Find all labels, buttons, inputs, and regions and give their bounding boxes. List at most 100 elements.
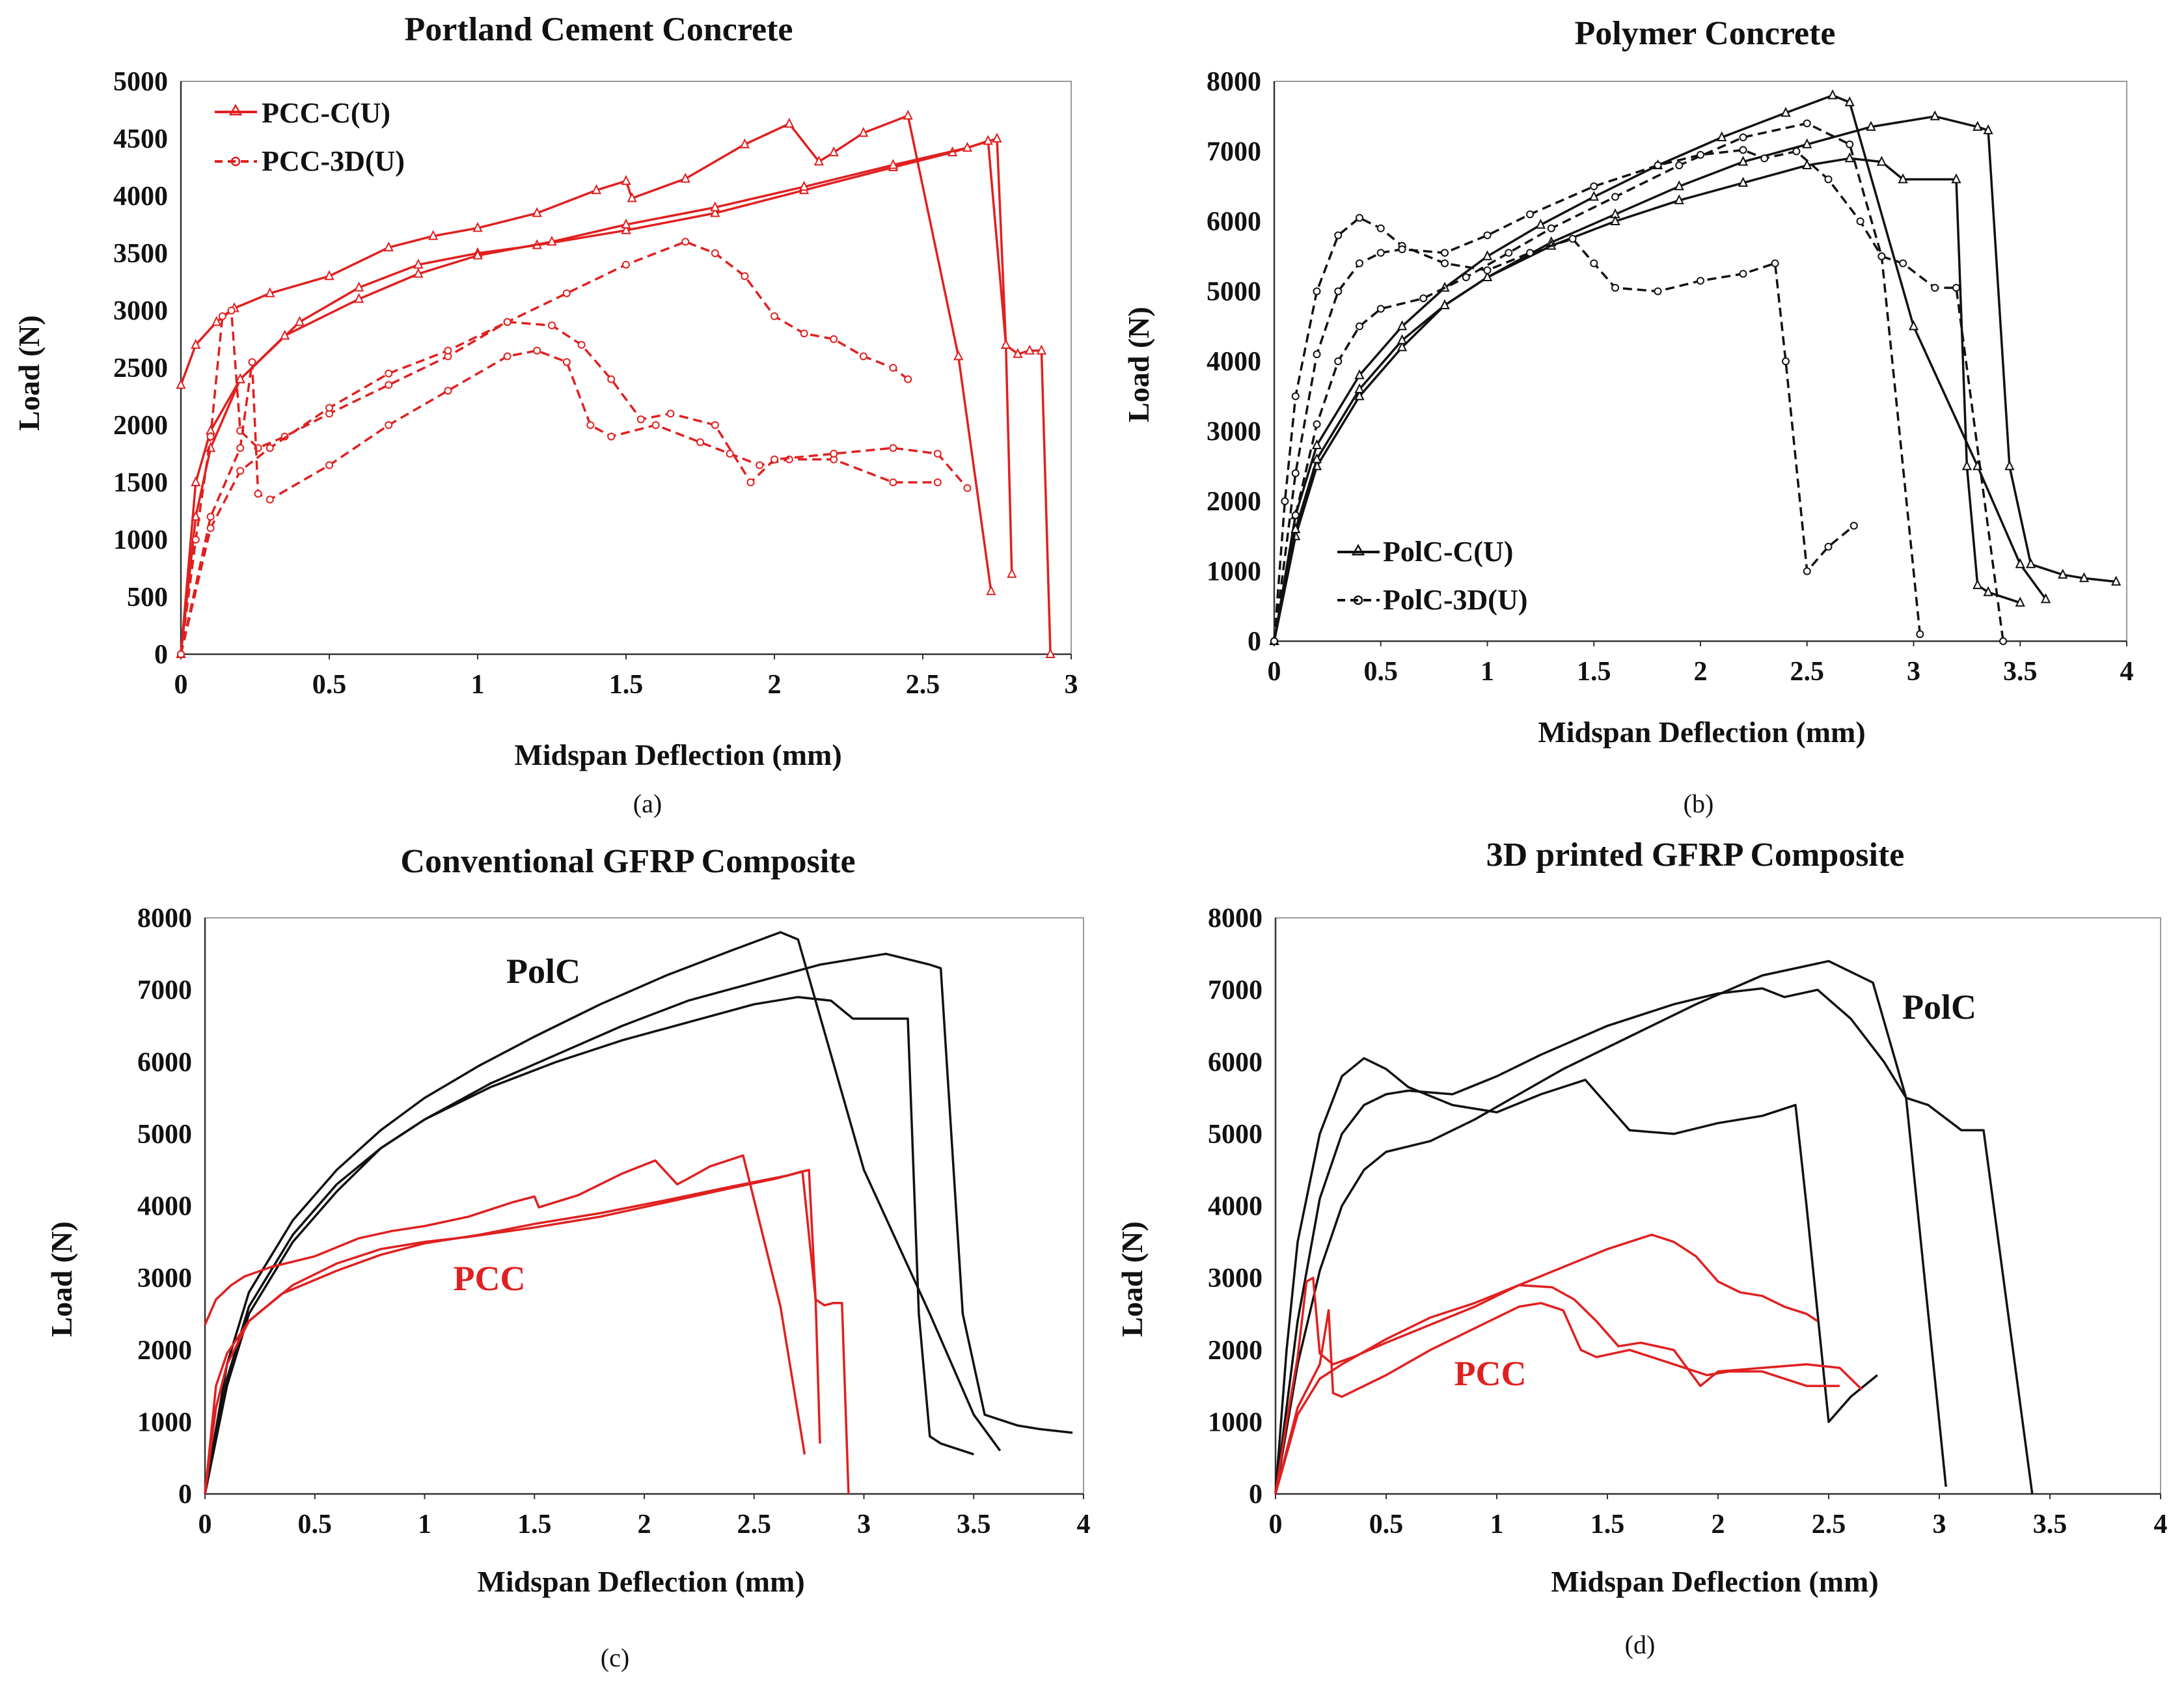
data-point: [1526, 210, 1534, 219]
x-tick-label: 0: [174, 670, 188, 700]
data-point: [696, 438, 704, 447]
y-tick-label: 6000: [1208, 1047, 1263, 1077]
data-point: [746, 478, 755, 486]
data-point: [1738, 156, 1749, 166]
data-point: [532, 207, 542, 217]
data-point: [1419, 294, 1428, 303]
y-tick-label: 0: [1248, 627, 1261, 657]
data-point: [1877, 252, 1886, 260]
data-point: [889, 478, 897, 486]
data-point: [1951, 173, 1961, 184]
x-tick-label: 3.5: [957, 1510, 991, 1539]
data-point: [1398, 245, 1406, 253]
data-point: [1024, 344, 1035, 355]
y-tick-label: 6000: [137, 1047, 192, 1077]
data-point: [472, 249, 483, 260]
data-point: [1697, 150, 1704, 159]
data-point: [413, 268, 424, 278]
data-point: [472, 222, 483, 232]
data-point: [904, 375, 912, 383]
data-point: [800, 329, 808, 338]
x-tick-label: 1.5: [517, 1510, 552, 1539]
data-point: [1792, 147, 1801, 156]
data-point: [325, 461, 333, 469]
data-point: [503, 318, 512, 326]
data-point: [889, 364, 897, 372]
data-point: [503, 352, 512, 361]
data-point: [621, 174, 631, 186]
data-point: [562, 289, 571, 297]
x-tick-label: 0.5: [1364, 657, 1399, 687]
data-point: [1354, 369, 1365, 380]
data-point: [1844, 152, 1855, 163]
x-tick-label: 4: [2120, 657, 2134, 687]
data-point: [1356, 214, 1363, 222]
data-point: [1717, 131, 1727, 141]
y-tick-label: 4000: [137, 1192, 192, 1222]
panel-caption: (c): [601, 1643, 629, 1672]
y-axis-label: Load (N): [12, 315, 46, 431]
plot-area: 0 0.5 1 1.5 2 2.5 3 3.5 4 0 1000 2000 3000 4000 5000 60…: [137, 904, 1091, 1539]
series-line: [1274, 1234, 1818, 1495]
legend: PolC-C(U) PolC-3D(U): [1337, 536, 1527, 616]
data-point: [2004, 460, 2015, 471]
data-point: [1376, 305, 1385, 313]
chart-panel-c: Conventional GFRP Composite Midspan Defl…: [45, 843, 1091, 1672]
x-tick-label: 2.5: [1812, 1510, 1846, 1539]
data-point: [1334, 357, 1343, 365]
x-tick-label: 0: [1269, 1510, 1283, 1539]
data-point: [771, 312, 778, 320]
data-point: [1291, 511, 1300, 519]
legend-entry: PCC-3D(U): [262, 145, 405, 177]
data-point: [294, 316, 305, 326]
data-point: [1760, 154, 1769, 163]
y-tick-label: 4000: [1207, 347, 1261, 377]
data-point: [607, 432, 616, 441]
x-tick-label: 0.5: [1369, 1510, 1404, 1539]
x-tick-label: 2: [768, 670, 782, 700]
data-point: [1291, 469, 1300, 477]
x-tick-label: 2.5: [737, 1510, 772, 1539]
data-point: [1675, 161, 1684, 169]
y-tick-label: 2000: [137, 1336, 192, 1366]
data-point: [1781, 107, 1791, 117]
data-point: [1654, 287, 1662, 296]
data-point: [1334, 287, 1343, 296]
data-point: [1547, 224, 1555, 232]
data-point: [710, 201, 720, 212]
data-point: [428, 230, 439, 240]
series-line: [1273, 148, 1922, 642]
data-point: [1535, 219, 1546, 229]
data-point: [784, 117, 795, 128]
y-axis-label: Load (N): [1115, 1221, 1149, 1337]
data-point: [1983, 124, 1993, 135]
y-tick-label: 3000: [1207, 417, 1261, 447]
y-tick-label: 4500: [113, 124, 168, 154]
data-point: [830, 450, 838, 458]
data-point: [680, 173, 690, 183]
data-point: [756, 461, 764, 469]
data-point: [548, 321, 556, 329]
x-tick-label: 2.5: [906, 670, 940, 700]
plot-frame: [204, 917, 1084, 1495]
legend: PCC-C(U) PCC-3D(U): [215, 97, 405, 177]
y-tick-label: 0: [154, 640, 168, 670]
plot-area: 0 0.5 1 1.5 2 2.5 3 0 500 1000 1500 2000 2500 3000 350…: [113, 67, 1078, 700]
panel-caption: (b): [1684, 789, 1714, 818]
data-point: [1311, 439, 1322, 449]
data-point: [888, 159, 899, 169]
data-point: [1001, 338, 1011, 349]
y-tick-label: 8000: [1207, 67, 1261, 97]
data-point: [813, 155, 825, 166]
x-axis-label: Midspan Deflection (mm): [514, 738, 841, 771]
data-point: [739, 138, 750, 148]
data-point: [218, 312, 226, 320]
data-point: [953, 350, 964, 361]
x-tick-label: 3.5: [2033, 1510, 2068, 1539]
data-point: [933, 478, 942, 486]
series-line: [1274, 1284, 1863, 1495]
data-point: [1397, 334, 1408, 344]
data-point: [1007, 568, 1017, 578]
data-point: [177, 650, 185, 658]
data-point: [1281, 497, 1289, 505]
